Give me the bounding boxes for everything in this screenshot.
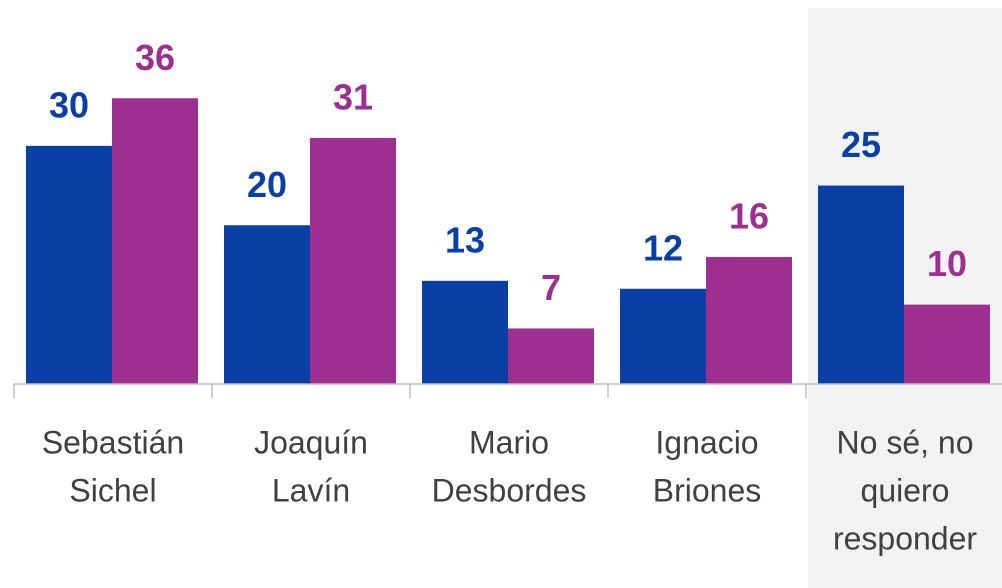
bar (508, 328, 594, 384)
data-label: 31 (333, 76, 373, 117)
data-label: 12 (643, 227, 683, 268)
x-tick-label: Joaquín (254, 424, 368, 460)
data-label: 13 (445, 219, 485, 260)
data-label: 20 (247, 164, 287, 205)
bar (224, 225, 310, 384)
x-tick-label: quiero (861, 472, 950, 508)
x-tick-label: Briones (653, 472, 762, 508)
bar (706, 257, 792, 384)
data-label: 30 (49, 84, 89, 125)
bar (26, 145, 112, 384)
x-tick-label: Ignacio (655, 424, 758, 460)
x-tick-label: Desbordes (432, 472, 587, 508)
x-tick-label: Mario (469, 424, 549, 460)
data-label: 7 (541, 267, 561, 308)
x-tick-label: Sebastián (42, 424, 184, 460)
bar (310, 137, 396, 384)
x-tick-label: Sichel (69, 472, 156, 508)
data-label: 36 (135, 37, 175, 78)
bar (112, 98, 198, 384)
bar (422, 280, 508, 384)
bar (818, 185, 904, 384)
x-tick-label: No sé, no (837, 424, 974, 460)
bar (620, 288, 706, 384)
x-tick-label: Lavín (272, 472, 350, 508)
data-label: 16 (729, 196, 769, 237)
data-label: 25 (841, 124, 881, 165)
bar (904, 304, 990, 384)
x-tick-label: responder (833, 520, 977, 556)
data-label: 10 (927, 243, 967, 284)
